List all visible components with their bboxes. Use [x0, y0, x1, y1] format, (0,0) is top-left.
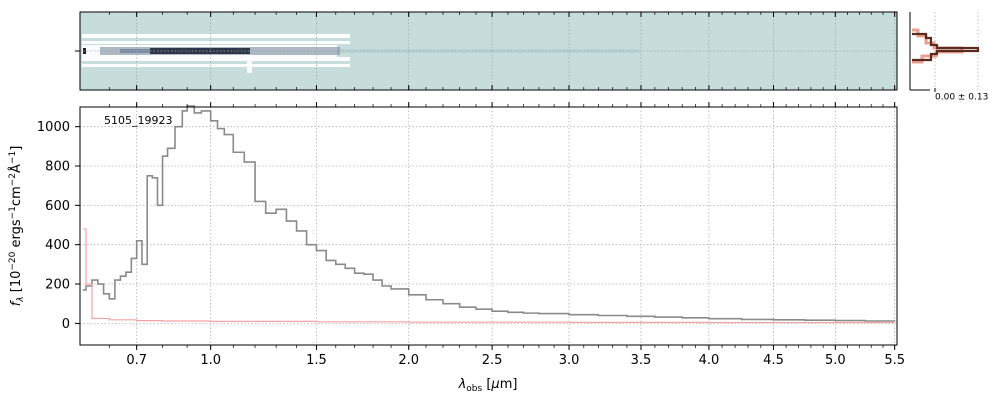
spectrum-y-ticks: 0 200 400 600 800 1000	[37, 120, 80, 332]
y-tick-label: 1000	[37, 120, 70, 135]
heatmap-ticks	[75, 12, 896, 90]
heatmap-light-band	[82, 34, 350, 38]
spectrum-series	[83, 105, 896, 324]
panel-2d-spectrum	[75, 11, 898, 91]
heatmap-mid-core	[120, 49, 150, 53]
profile-tick-label: 0.00 ± 0.13	[935, 93, 988, 103]
y-tick-label: 800	[45, 160, 70, 175]
spectrum-flux-line	[83, 105, 896, 322]
spectrum-grid	[80, 107, 897, 345]
y-axis-label: fλ [10−20 ergs−1cm−2Å−1]	[8, 146, 26, 307]
y-tick-label: 0	[62, 317, 70, 332]
heatmap-artifact	[247, 55, 252, 73]
x-tick-label: 5.0	[825, 353, 846, 368]
x-tick-label: 4.0	[699, 353, 720, 368]
y-tick-label: 600	[45, 199, 70, 214]
y-tick-label: 200	[45, 278, 70, 293]
heatmap-light-band	[82, 57, 350, 61]
panel-profile: 0.00 ± 0.13	[909, 12, 988, 103]
spectrum-frame	[79, 106, 898, 346]
x-tick-label: 3.5	[631, 353, 652, 368]
object-id-annotation: 5105_19923	[104, 114, 173, 127]
x-tick-label: 1.0	[200, 353, 221, 368]
x-tick-label: 0.7	[126, 353, 147, 368]
spectrum-error-line	[83, 228, 895, 324]
x-tick-label: 2.5	[482, 353, 503, 368]
x-tick-label: 4.5	[763, 353, 784, 368]
heatmap-light-band	[82, 41, 350, 44]
profile-data-line	[912, 32, 980, 62]
panel-1d-spectrum: 0.7 1.0 1.5 2.0 2.5 3.0 3.5 4.0 4.5 5.0 5.5 0 200 40…	[8, 102, 905, 394]
heatmap-grid	[80, 12, 897, 90]
x-tick-label: 5.5	[884, 353, 905, 368]
x-tick-label: 2.0	[398, 353, 419, 368]
profile-lines	[912, 28, 980, 92]
heatmap-light-band	[82, 64, 350, 67]
y-tick-label: 400	[45, 238, 70, 253]
x-tick-label: 3.0	[559, 353, 580, 368]
x-axis-label: λobs [μm]	[458, 377, 518, 394]
spectrum-x-ticks: 0.7 1.0 1.5 2.0 2.5 3.0 3.5 4.0 4.5 5.0 5.5	[108, 102, 905, 368]
x-tick-label: 1.5	[306, 353, 327, 368]
